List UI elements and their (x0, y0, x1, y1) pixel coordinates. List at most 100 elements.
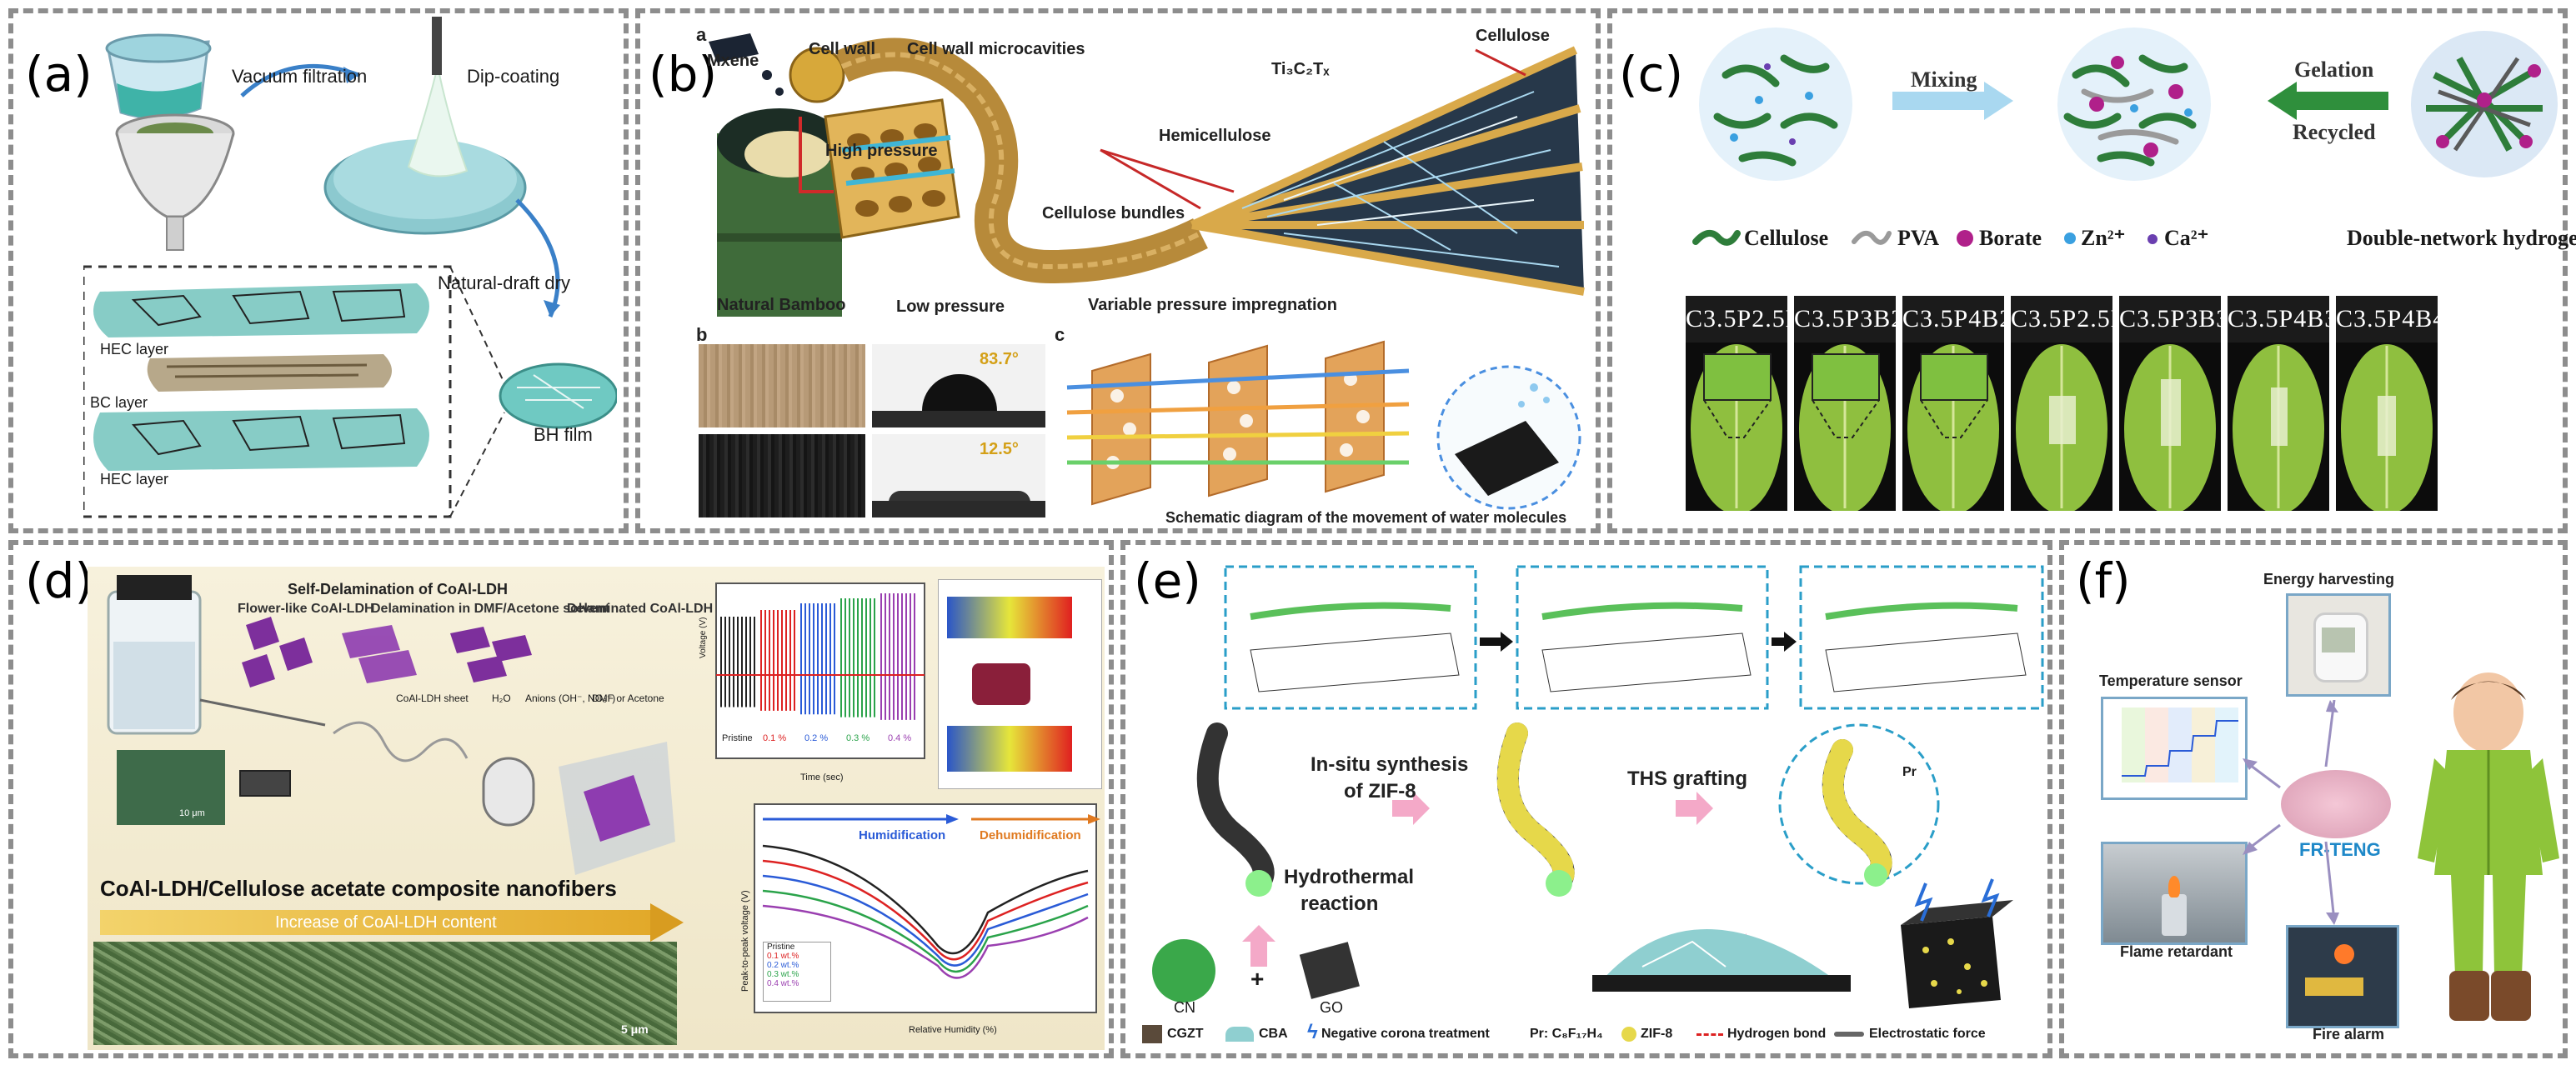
leaf-sample-2-label: C3.5P3B2 (1794, 296, 1903, 342)
legend-zn-icon (2064, 232, 2076, 244)
cellulose-label: Cellulose (1476, 27, 1550, 45)
legend-cellulose: Cellulose (1744, 226, 1829, 250)
leaf-sample-7: C3.5P4B4 (2336, 296, 2445, 511)
cellulose-solution (1699, 28, 1852, 181)
leaf-sample-2: C3.5P3B2 (1794, 296, 1903, 511)
hec-layer-bottom (93, 408, 429, 471)
self-delamination-title: Self-Delamination of CoAl-LDH (288, 581, 508, 598)
water-caption: Schematic diagram of the movement of wat… (1165, 509, 1567, 526)
series-label-4: 0.4 % (888, 733, 912, 743)
flame-retardant-photo (2101, 842, 2248, 945)
legend-cgzt: CGZT (1167, 1027, 1204, 1041)
flame-retardant-label: Flame retardant (2120, 943, 2233, 960)
hydrothermal-label-2: reaction (1301, 892, 1379, 915)
temperature-sensor-chart (2101, 697, 2248, 800)
beaker (105, 33, 212, 119)
panel-f-frame (2059, 540, 2568, 1058)
cell-wall-microcavities-label: Cell wall microcavities (907, 40, 1085, 58)
increase-arrow (100, 910, 650, 935)
legend-zif: ZIF-8 (1641, 1027, 1673, 1041)
legend-pva-icon (1852, 231, 1892, 245)
contact-angle-2-label: 12.5° (980, 440, 1019, 458)
panel-b-sub-a: a (696, 24, 707, 45)
leaf-sample-5-label: C3.5P3B3 (2119, 296, 2228, 342)
fire-alarm-label: Fire alarm (2313, 1026, 2385, 1042)
increase-label: Increase of CoAl-LDH content (275, 913, 497, 932)
panel-d-label: (d) (25, 552, 94, 609)
legend-ca-icon (2148, 234, 2158, 244)
natural-draft-dry-label: Natural-draft dry (438, 272, 570, 293)
humidity-curve (762, 859, 1089, 961)
ti3c2tx-label: Ti₃C₂Tₓ (1271, 60, 1330, 78)
double-network-hydrogel (2411, 31, 2558, 178)
mxene-cellulose-network (1190, 46, 1585, 296)
panel-e-label: (e) (1134, 552, 1201, 609)
humidity-legend: Pristine 0.1 wt.% 0.2 wt.% 0.3 wt.% 0.4 … (763, 942, 831, 1002)
series-label-2: 0.2 % (804, 733, 829, 743)
humidification-label: Humidification (859, 828, 946, 842)
high-pressure-label: High pressure (825, 142, 938, 160)
legend-hbond-icon (1696, 1033, 1723, 1036)
panel-e-frame (1120, 540, 2052, 1058)
hydrogel-schematic (1699, 28, 2558, 181)
leaf-sample-7-label: C3.5P4B4 (2336, 296, 2445, 342)
panel-a-label: (a) (25, 46, 93, 102)
flower-like-label: Flower-like CoAl-LDH (238, 602, 374, 616)
bc-layer (147, 354, 392, 392)
legend-zn: Zn²⁺ (2081, 226, 2126, 250)
petri-dish (323, 17, 527, 235)
legend-cellulose-icon (1692, 230, 1741, 246)
rh-axis: Relative Humidity (%) (909, 1025, 997, 1035)
panel-c-label: (c) (1619, 46, 1684, 102)
legend-cba: CBA (1259, 1027, 1288, 1041)
nanofiber-sem (93, 942, 677, 1045)
hec-layer-top (93, 283, 429, 338)
fire-alarm-photo (2286, 925, 2399, 1028)
character-figure (2418, 672, 2559, 1021)
time-axis: Time (sec) (800, 772, 844, 782)
gelation-arrow (2268, 82, 2388, 120)
legend-pr: Pr: C₈F₁₇H₄ (1530, 1027, 1603, 1041)
series-label-0: Pristine (722, 733, 753, 743)
flow-arrow (515, 198, 560, 318)
insitu-label-2: of ZIF-8 (1344, 780, 1416, 802)
delamination-solvent-label: Delamination in DMF/Acetone solvent (371, 602, 610, 616)
mixing-arrow (1892, 82, 2013, 120)
mixed-solution (2057, 28, 2211, 181)
leaf-sample-3: C3.5P4B2 (1902, 296, 2012, 511)
low-pressure-label: Low pressure (896, 298, 1005, 316)
legend-line-0: Pristine (767, 942, 795, 952)
temperature-sensor-label: Temperature sensor (2099, 672, 2243, 689)
cellulose-bundles-label: Cellulose bundles (1042, 204, 1185, 222)
simulation-images (938, 579, 1102, 789)
legend-electro-icon (1834, 1032, 1864, 1037)
legend-cgzt-icon (1142, 1025, 1162, 1043)
hydrothermal-label-1: Hydrothermal (1284, 866, 1415, 888)
humidity-curve (762, 874, 1089, 967)
legend-negative: Negative corona treatment (1321, 1027, 1490, 1041)
ths-grafting-label: THS grafting (1627, 768, 1747, 790)
hec-layer-top-label: HEC layer (100, 341, 169, 358)
legend-ca: Ca²⁺ (2164, 226, 2209, 250)
panel-d-schematic (107, 575, 675, 875)
legend-pva: PVA (1897, 226, 1940, 250)
bh-film (499, 362, 617, 429)
voltage-axis: Voltage (V) (699, 617, 708, 658)
panel-a-frame (8, 8, 629, 533)
bc-layer-label: BC layer (90, 394, 148, 411)
variable-pressure-label: Variable pressure impregnation (1088, 296, 1337, 314)
legend-line-4: 0.4 wt.% (767, 979, 799, 988)
gelation-label: Gelation (2294, 58, 2374, 82)
legend-borate-icon (1957, 230, 1973, 247)
legend-electro: Electrostatic force (1869, 1027, 1986, 1041)
energy-harvesting-label: Energy harvesting (2263, 571, 2395, 588)
lightning-icon: ϟ (1307, 1021, 1318, 1043)
plus-sign: + (1250, 966, 1265, 992)
bh-film-label: BH film (534, 424, 593, 445)
panel-d-frame (8, 540, 1114, 1058)
insitu-label-1: In-situ synthesis (1311, 753, 1469, 776)
scale-bar-2: 5 μm (621, 1022, 649, 1036)
series-label-1: 0.1 % (763, 733, 787, 743)
double-network-label: Double-network hydrogel (2347, 226, 2576, 250)
leaf-sample-5: C3.5P3B3 (2119, 296, 2228, 511)
